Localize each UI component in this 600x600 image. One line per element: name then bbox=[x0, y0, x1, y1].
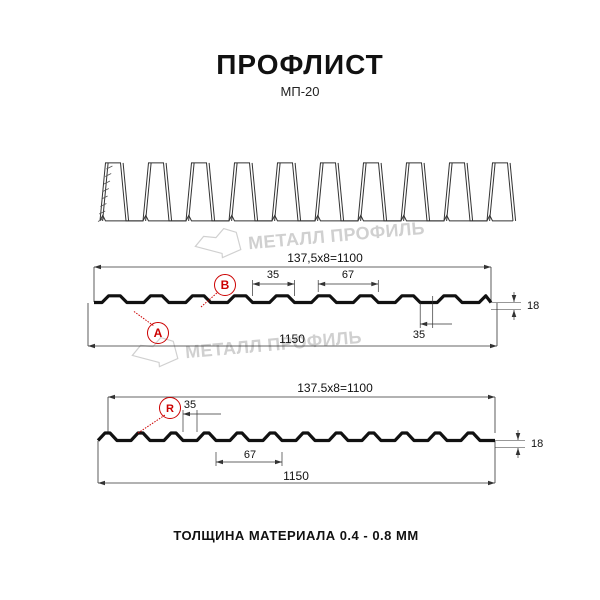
svg-text:137.5x8=1100: 137.5x8=1100 bbox=[297, 381, 373, 395]
svg-text:B: B bbox=[221, 278, 230, 292]
svg-text:МЕТАЛЛ ПРОФИЛЬ: МЕТАЛЛ ПРОФИЛЬ bbox=[184, 327, 362, 362]
svg-text:137,5х8=1100: 137,5х8=1100 bbox=[287, 251, 363, 265]
svg-text:МП-20: МП-20 bbox=[281, 84, 320, 99]
svg-text:18: 18 bbox=[531, 438, 543, 450]
svg-text:ПРОФЛИСТ: ПРОФЛИСТ bbox=[216, 49, 383, 80]
svg-text:A: A bbox=[154, 326, 163, 340]
svg-text:1150: 1150 bbox=[283, 469, 309, 483]
svg-text:R: R bbox=[166, 403, 174, 415]
svg-text:35: 35 bbox=[413, 329, 425, 341]
svg-text:67: 67 bbox=[244, 449, 256, 461]
svg-text:67: 67 bbox=[342, 269, 354, 281]
svg-text:ТОЛЩИНА МАТЕРИАЛА 0.4 - 0.8 ММ: ТОЛЩИНА МАТЕРИАЛА 0.4 - 0.8 ММ bbox=[173, 528, 418, 543]
svg-text:18: 18 bbox=[527, 300, 539, 312]
svg-text:35: 35 bbox=[267, 269, 279, 281]
svg-text:35: 35 bbox=[184, 399, 196, 411]
svg-text:1150: 1150 bbox=[279, 332, 305, 346]
svg-text:МЕТАЛЛ ПРОФИЛЬ: МЕТАЛЛ ПРОФИЛЬ bbox=[247, 218, 425, 253]
